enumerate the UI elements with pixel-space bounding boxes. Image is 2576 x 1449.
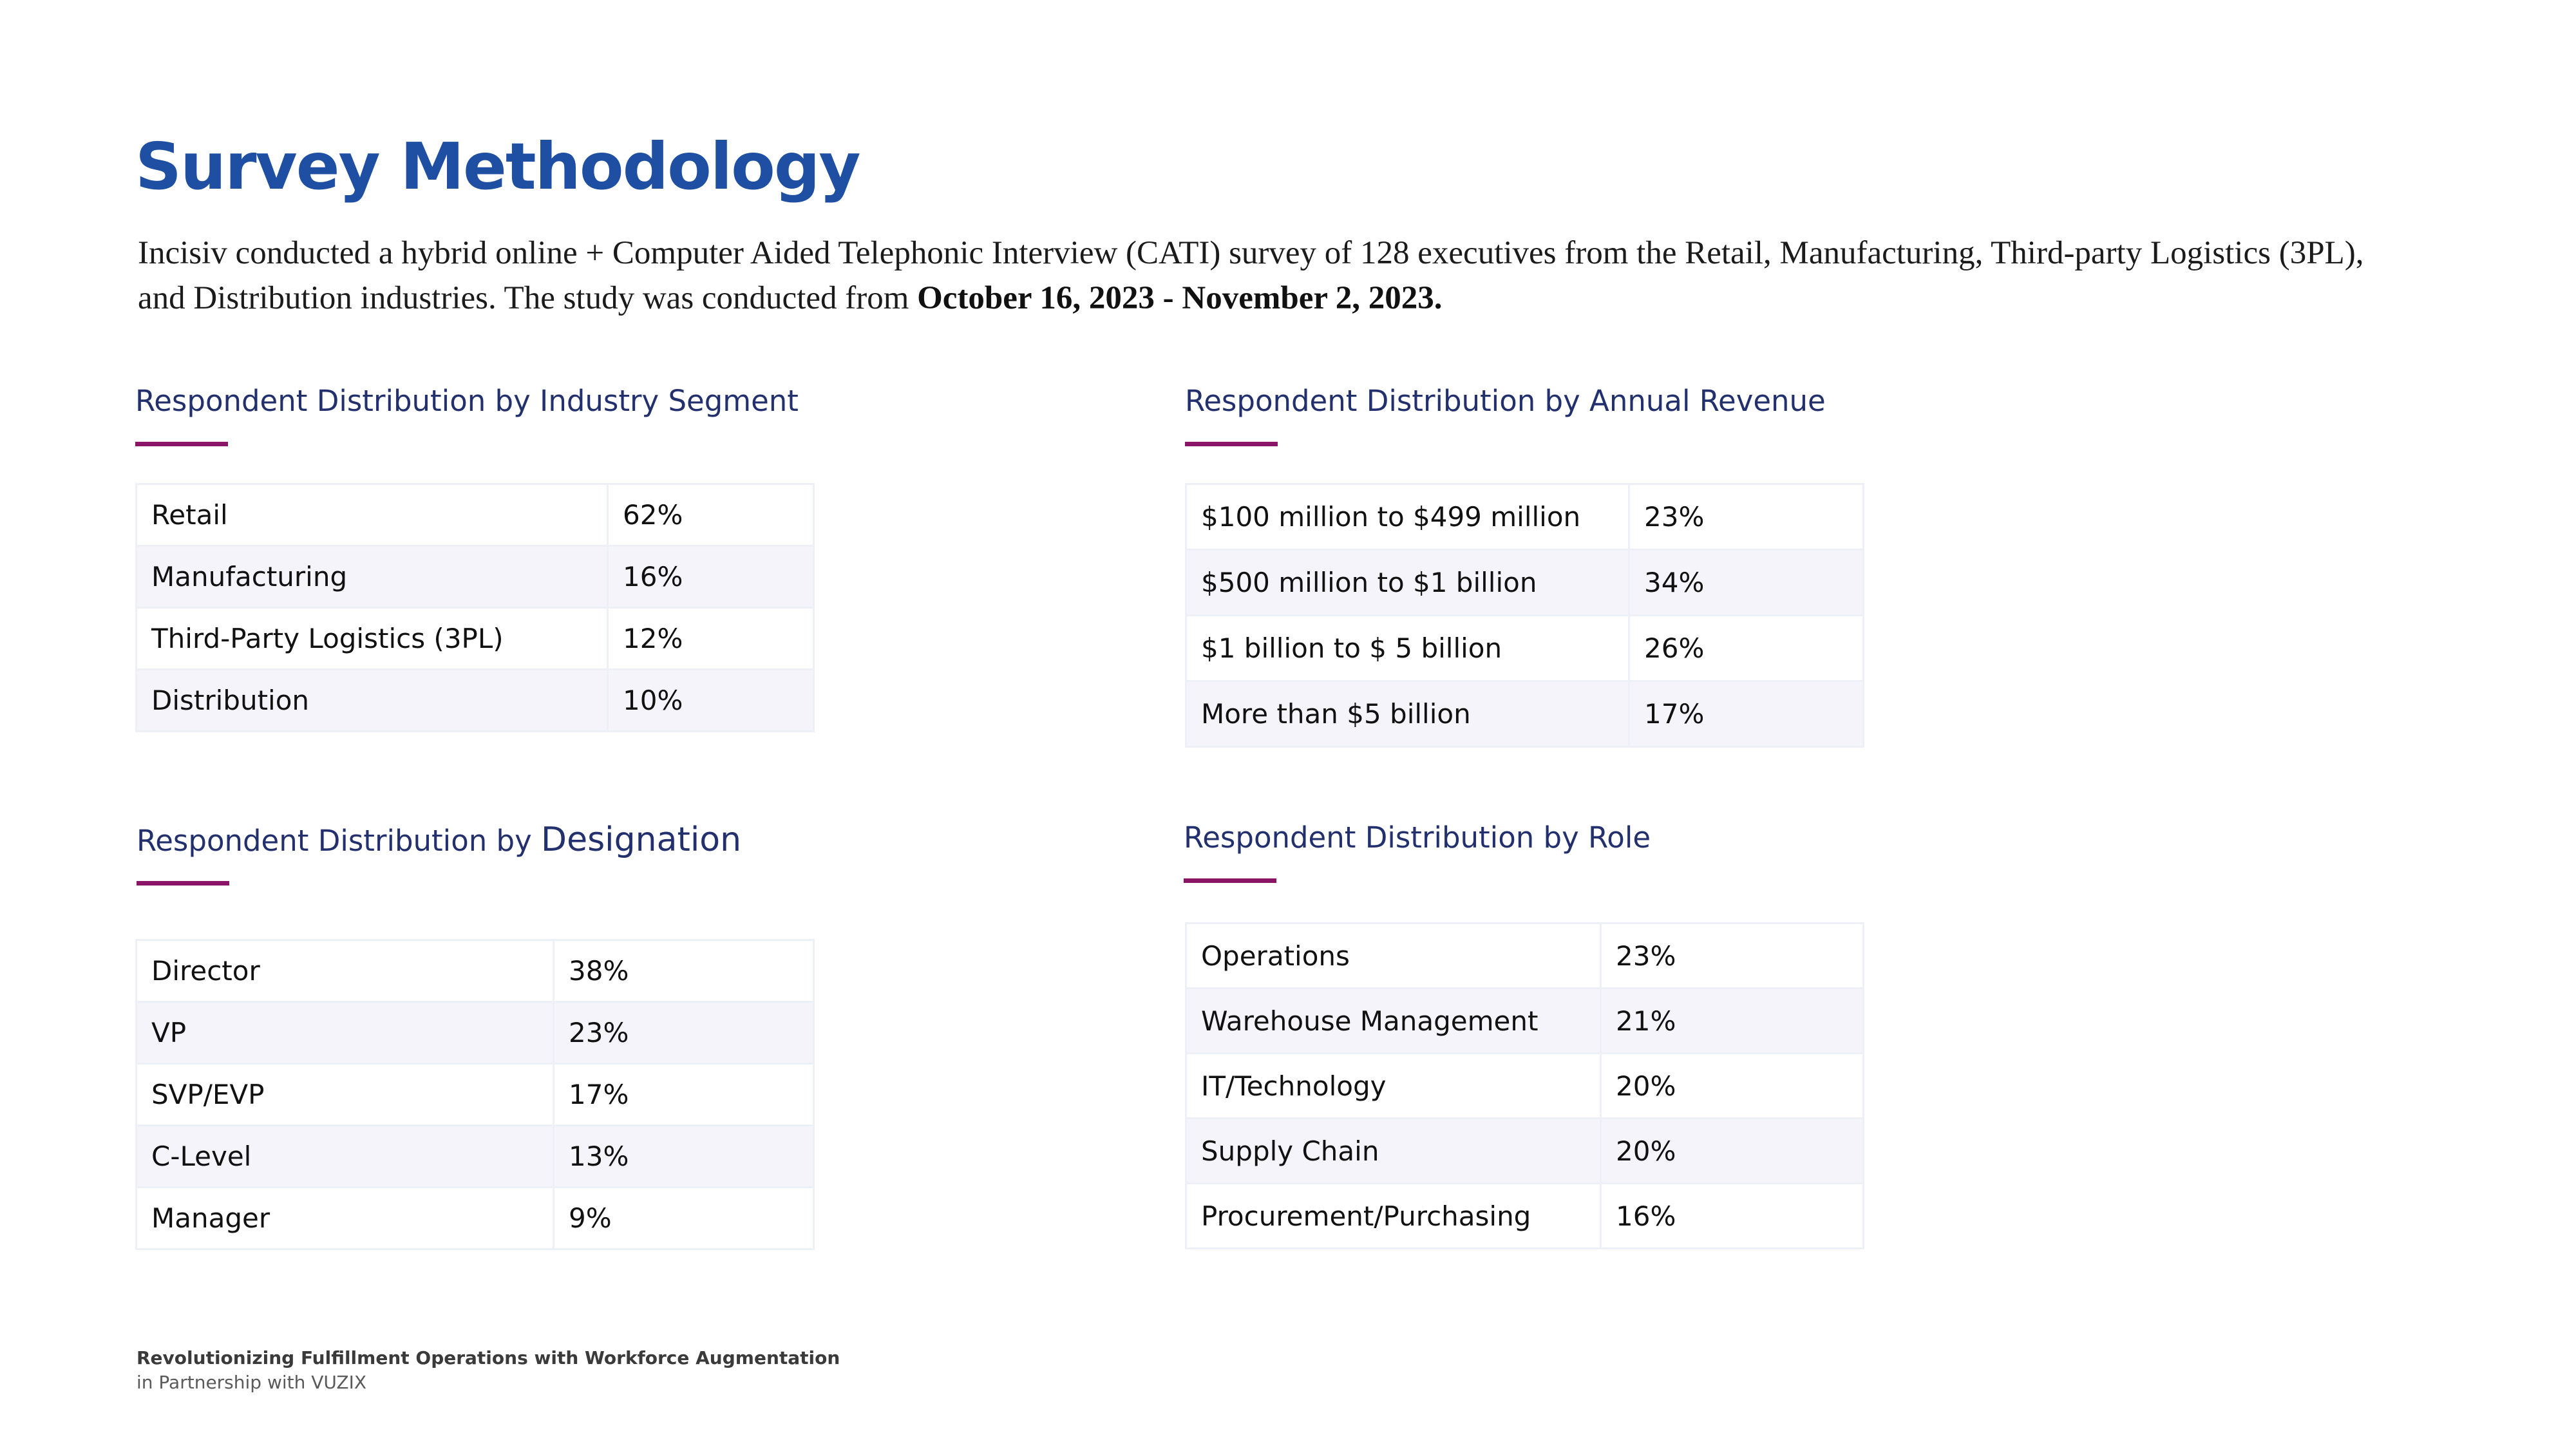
- page-title: Survey Methodology: [135, 129, 861, 204]
- designation-accent-bar: [137, 881, 229, 886]
- row-label: More than $5 billion: [1185, 680, 1630, 748]
- row-label: Third-Party Logistics (3PL): [135, 607, 609, 670]
- revenue-section-heading: Respondent Distribution by Annual Revenu…: [1185, 384, 1826, 418]
- row-value: 13%: [553, 1124, 815, 1188]
- row-label: Procurement/Purchasing: [1185, 1182, 1602, 1249]
- industry-accent-bar: [135, 442, 228, 446]
- row-value: 23%: [553, 1001, 815, 1065]
- intro-paragraph: Incisiv conducted a hybrid online + Comp…: [138, 231, 2366, 321]
- row-value: 17%: [1628, 680, 1864, 748]
- table-row: Procurement/Purchasing 16%: [1185, 1182, 1864, 1249]
- role-accent-bar: [1184, 878, 1276, 883]
- role-section-heading: Respondent Distribution by Role: [1184, 820, 1651, 855]
- row-value: 10%: [607, 668, 815, 732]
- table-row: Manager 9%: [135, 1186, 815, 1250]
- row-value: 38%: [553, 939, 815, 1003]
- row-label: $1 billion to $ 5 billion: [1185, 614, 1630, 682]
- table-row: Warehouse Management 21%: [1185, 987, 1864, 1054]
- row-label: Retail: [135, 483, 609, 547]
- intro-dates: October 16, 2023 - November 2, 2023.: [917, 280, 1443, 316]
- role-table: Operations 23% Warehouse Management 21% IT…: [1185, 922, 1864, 1249]
- row-label: Manufacturing: [135, 545, 609, 609]
- table-row: Director 38%: [135, 939, 815, 1003]
- footer-title: Revolutionizing Fulfillment Operations w…: [137, 1347, 840, 1368]
- row-value: 20%: [1600, 1052, 1864, 1119]
- designation-section-heading: Respondent Distribution by Designation: [137, 820, 741, 859]
- row-label: C-Level: [135, 1124, 554, 1188]
- table-row: Retail 62%: [135, 483, 815, 547]
- row-value: 20%: [1600, 1117, 1864, 1184]
- row-label: Director: [135, 939, 554, 1003]
- table-row: C-Level 13%: [135, 1124, 815, 1188]
- table-row: Supply Chain 20%: [1185, 1117, 1864, 1184]
- row-value: 21%: [1600, 987, 1864, 1054]
- row-value: 16%: [607, 545, 815, 609]
- revenue-table: $100 million to $499 million 23% $500 mil…: [1185, 483, 1864, 748]
- row-label: VP: [135, 1001, 554, 1065]
- row-label: $500 million to $1 billion: [1185, 549, 1630, 616]
- table-row: Operations 23%: [1185, 922, 1864, 989]
- table-row: VP 23%: [135, 1001, 815, 1065]
- industry-table: Retail 62% Manufacturing 16% Third-Party L…: [135, 483, 815, 732]
- table-row: SVP/EVP 17%: [135, 1063, 815, 1126]
- table-row: Distribution 10%: [135, 668, 815, 732]
- row-value: 26%: [1628, 614, 1864, 682]
- intro-text: Incisiv conducted a hybrid online + Comp…: [138, 235, 2364, 316]
- table-row: $100 million to $499 million 23%: [1185, 483, 1864, 551]
- row-value: 17%: [553, 1063, 815, 1126]
- row-label: SVP/EVP: [135, 1063, 554, 1126]
- row-label: Distribution: [135, 668, 609, 732]
- table-row: More than $5 billion 17%: [1185, 680, 1864, 748]
- row-label: IT/Technology: [1185, 1052, 1602, 1119]
- row-value: 62%: [607, 483, 815, 547]
- row-value: 12%: [607, 607, 815, 670]
- table-row: Third-Party Logistics (3PL) 12%: [135, 607, 815, 670]
- designation-heading-prefix: Respondent Distribution by: [137, 824, 542, 858]
- row-value: 23%: [1628, 483, 1864, 551]
- row-value: 34%: [1628, 549, 1864, 616]
- row-label: Supply Chain: [1185, 1117, 1602, 1184]
- designation-heading-emphasis: Designation: [541, 820, 742, 859]
- row-label: Manager: [135, 1186, 554, 1250]
- row-value: 9%: [553, 1186, 815, 1250]
- table-row: Manufacturing 16%: [135, 545, 815, 609]
- table-row: $500 million to $1 billion 34%: [1185, 549, 1864, 616]
- industry-section-heading: Respondent Distribution by Industry Segm…: [135, 384, 799, 418]
- footer-subtitle: in Partnership with VUZIX: [137, 1372, 367, 1393]
- row-value: 23%: [1600, 922, 1864, 989]
- table-row: $1 billion to $ 5 billion 26%: [1185, 614, 1864, 682]
- row-label: Operations: [1185, 922, 1602, 989]
- table-row: IT/Technology 20%: [1185, 1052, 1864, 1119]
- row-value: 16%: [1600, 1182, 1864, 1249]
- row-label: Warehouse Management: [1185, 987, 1602, 1054]
- row-label: $100 million to $499 million: [1185, 483, 1630, 551]
- designation-table: Director 38% VP 23% SVP/EVP 17% C-Level 13% …: [135, 939, 815, 1250]
- revenue-accent-bar: [1185, 442, 1278, 446]
